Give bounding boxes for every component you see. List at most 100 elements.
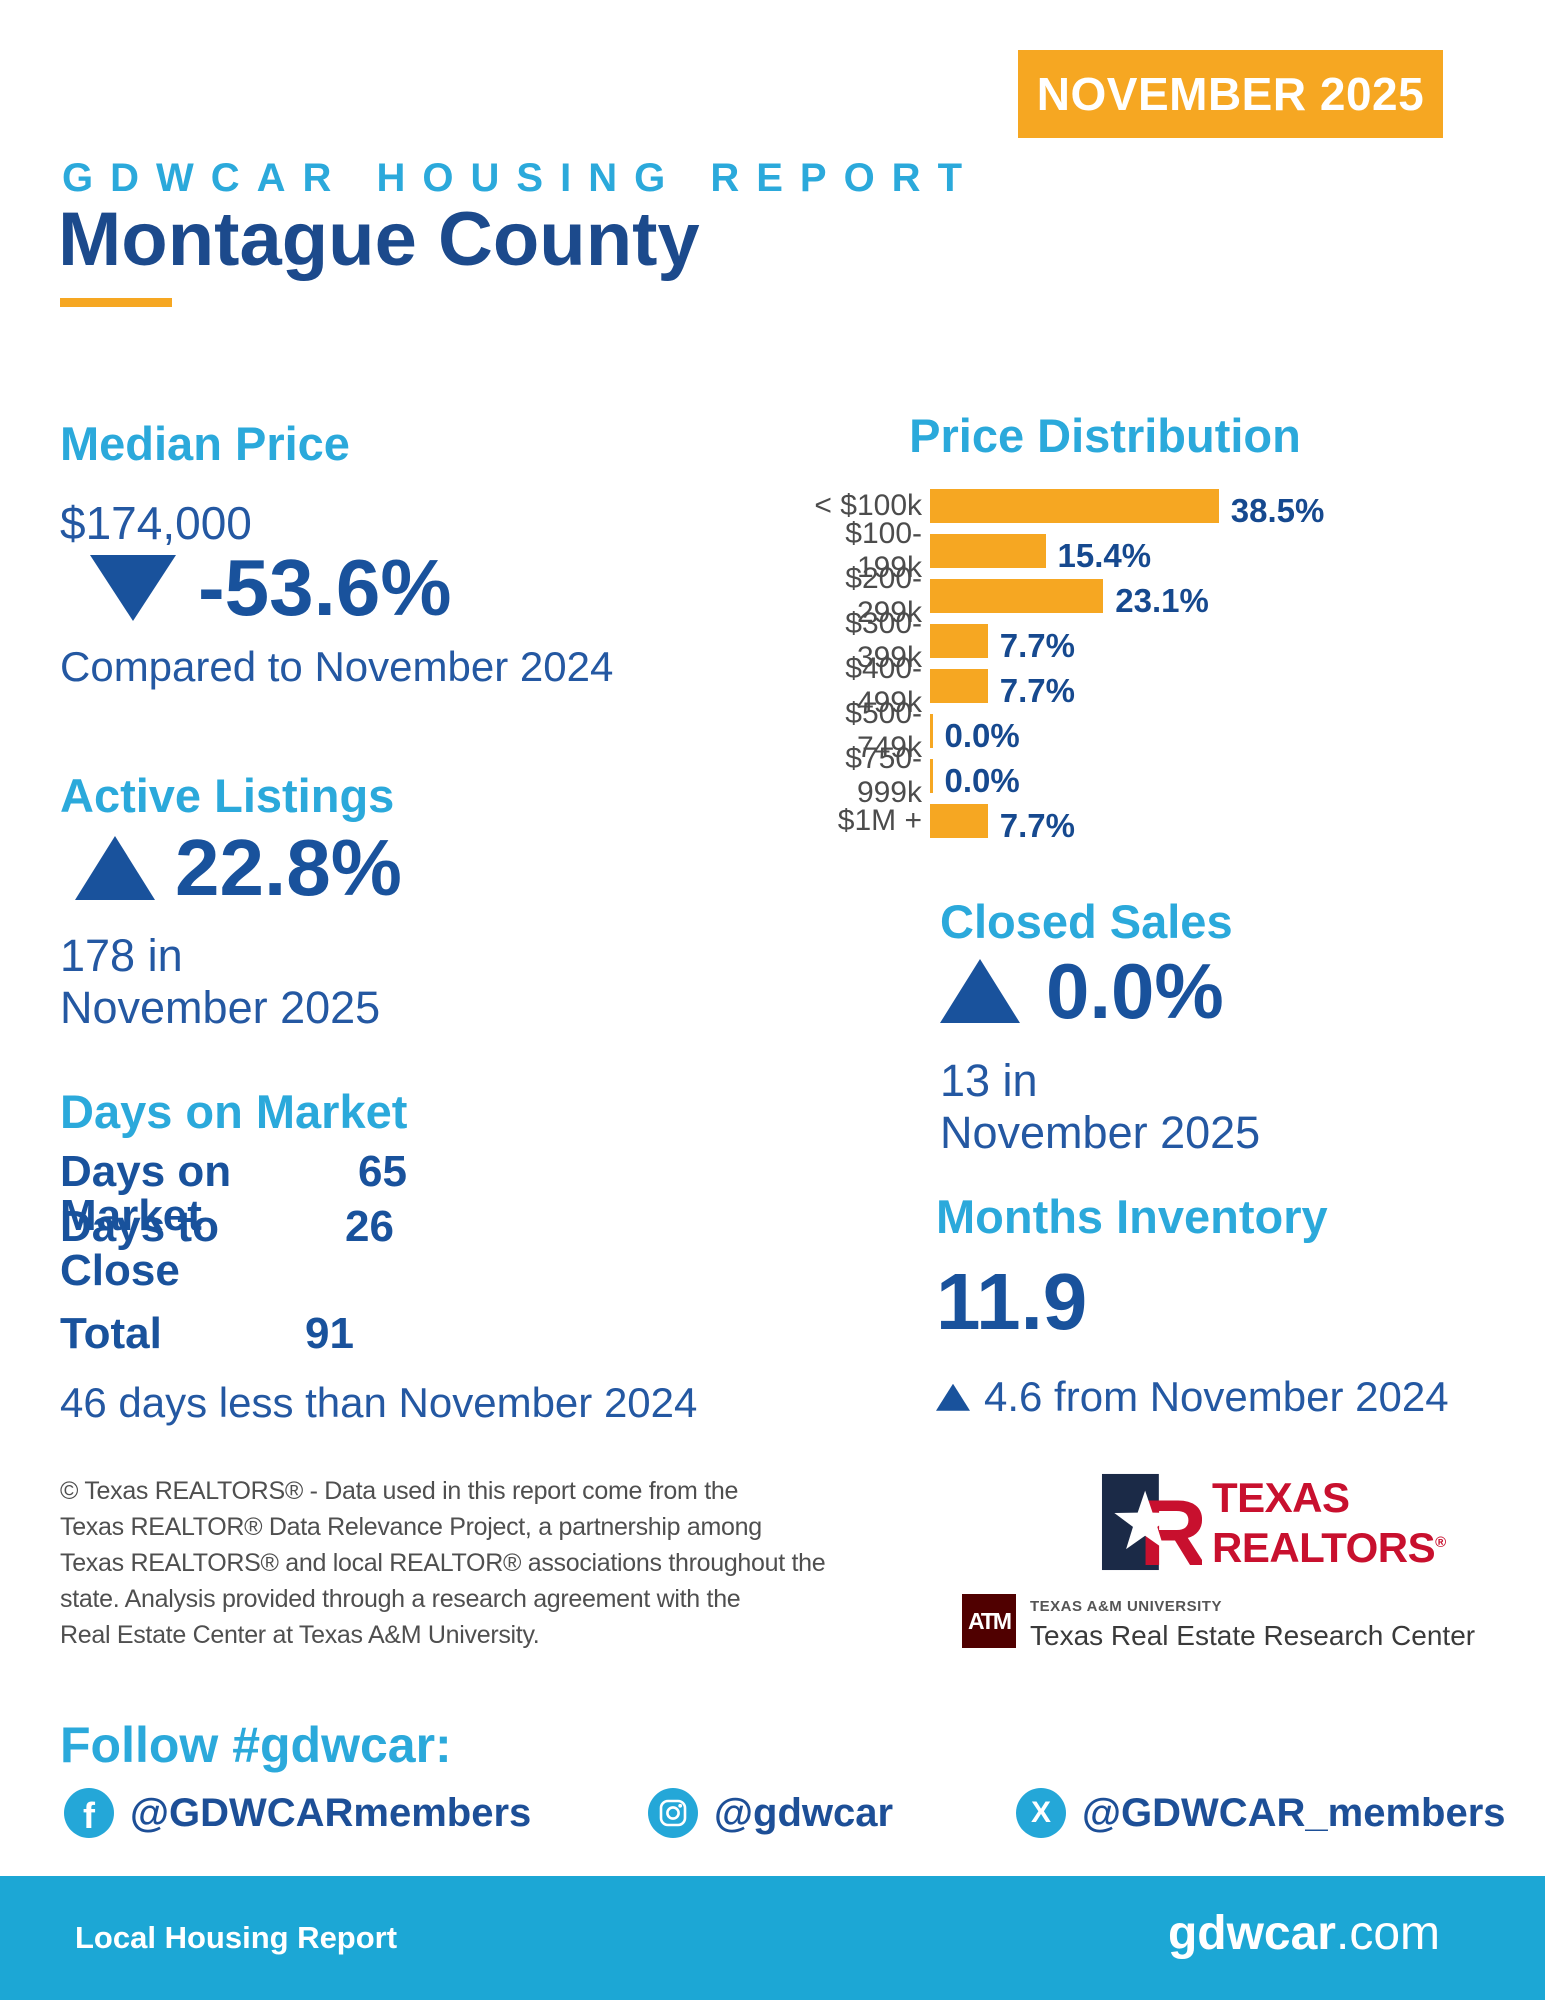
facebook-handle[interactable]: @GDWCARmembers — [130, 1790, 532, 1835]
chart-bar — [930, 623, 988, 658]
days-on-market-heading: Days on Market — [60, 1085, 408, 1138]
chart-category-label: $1M + — [837, 803, 922, 837]
tamu-research-center-logo: ATM TEXAS A&M UNIVERSITY Texas Real Esta… — [962, 1594, 1475, 1652]
chart-bar — [930, 488, 1219, 523]
chart-title: Price Distribution — [909, 409, 1301, 462]
chart-bar — [930, 758, 933, 793]
x-icon[interactable]: X — [1016, 1788, 1066, 1838]
chart-row: $200-299k 23.1% — [790, 562, 1480, 629]
texas-realtors-word1: TEXAS — [1212, 1473, 1350, 1521]
chart-category-label: $200-299k — [845, 561, 922, 629]
months-inventory-compare-row: 4.6 from November 2024 — [936, 1372, 1449, 1422]
closed-sales-change: 0.0% — [1046, 947, 1224, 1035]
texas-realtors-wordmark: TEXAS REALTORS® — [1212, 1475, 1446, 1570]
chart-row: $1M + 7.7% — [790, 798, 1480, 844]
dom-row-value: 26 — [345, 1202, 394, 1251]
chart-bar — [930, 803, 988, 838]
facebook-icon[interactable]: f — [64, 1788, 114, 1838]
footer-site-tld[interactable]: .com — [1335, 1907, 1440, 1960]
chart-category-label: $400-499k — [845, 651, 922, 719]
chart-category-label: $500-749k — [845, 696, 922, 764]
chart-row: < $100k 38.5% — [790, 483, 1480, 529]
chart-bar — [930, 713, 933, 748]
chart-bar — [930, 668, 988, 703]
up-triangle-icon — [940, 959, 1020, 1023]
chart-value-label: 23.1% — [1115, 581, 1209, 619]
x-handle[interactable]: @GDWCAR_members — [1082, 1790, 1506, 1835]
chart-category-label: $100-199k — [845, 516, 922, 584]
chart-bar — [930, 533, 1046, 568]
chart-bar — [930, 578, 1104, 613]
price-distribution-rows: < $100k 38.5% $100-199k 15.4% $200-299k 23.1%… — [790, 483, 1480, 844]
report-kicker: GDWCAR HOUSING REPORT — [62, 156, 979, 200]
active-listings-count-line1: 178 in — [60, 930, 183, 981]
texas-realtors-mark-icon: R — [1101, 1473, 1202, 1572]
footer-website-link[interactable]: gdwcar.com — [1168, 1910, 1440, 1958]
months-inventory-value: 11.9 — [936, 1257, 1088, 1346]
closed-sales-count-line1: 13 in — [940, 1055, 1038, 1106]
chart-value-label: 7.7% — [999, 671, 1075, 709]
disclaimer-line: Texas REALTORS® and local REALTOR® assoc… — [60, 1549, 826, 1577]
social-x[interactable]: X @GDWCAR_members — [1016, 1788, 1506, 1838]
median-price-compare: Compared to November 2024 — [60, 643, 614, 690]
closed-sales-change-row: 0.0% — [940, 952, 1224, 1030]
median-price-heading: Median Price — [60, 417, 350, 470]
chart-row: $400-499k 7.7% — [790, 652, 1480, 719]
instagram-icon[interactable] — [648, 1788, 698, 1838]
chart-category-label: < $100k — [814, 488, 922, 522]
up-triangle-icon — [936, 1383, 970, 1411]
follow-heading: Follow #gdwcar: — [60, 1717, 452, 1773]
tamu-university-label: TEXAS A&M UNIVERSITY — [1030, 1598, 1222, 1615]
month-badge: NOVEMBER 2025 — [1018, 50, 1443, 138]
disclaimer-line: © Texas REALTORS® - Data used in this re… — [60, 1477, 739, 1505]
dom-row-value: 65 — [358, 1147, 407, 1196]
chart-value-label: 7.7% — [999, 626, 1075, 664]
active-listings-change: 22.8% — [175, 823, 402, 912]
disclaimer-line: Texas REALTOR® Data Relevance Project, a… — [60, 1513, 762, 1541]
chart-row: $300-399k 7.7% — [790, 607, 1480, 674]
median-price-value: $174,000 — [60, 497, 252, 549]
closed-sales-count: 13 in November 2025 — [940, 1055, 1260, 1159]
closed-sales-count-line2: November 2025 — [940, 1107, 1261, 1158]
chart-value-label: 7.7% — [999, 806, 1075, 844]
active-listings-change-row: 22.8% — [75, 828, 402, 908]
chart-category-label: $750-999k — [845, 741, 922, 809]
months-inventory-compare: 4.6 from November 2024 — [984, 1373, 1449, 1420]
days-on-market-row: Days on Market 65 — [60, 1150, 407, 1238]
chart-category-label: $300-399k — [845, 606, 922, 674]
median-price-change: -53.6% — [198, 543, 452, 632]
chart-value-label: 0.0% — [944, 716, 1020, 754]
social-instagram[interactable]: @gdwcar — [648, 1788, 893, 1838]
months-inventory-heading: Months Inventory — [936, 1190, 1328, 1243]
texas-realtors-logo: R TEXAS REALTORS® — [1100, 1472, 1446, 1572]
dom-total-value: 91 — [305, 1309, 354, 1358]
chart-row: $750-999k 0.0% — [790, 742, 1480, 809]
texas-realtors-word2: REALTORS® — [1212, 1523, 1446, 1571]
price-distribution-chart: Price Distribution < $100k 38.5% $100-199k… — [790, 409, 1480, 844]
footer-bar — [0, 1876, 1545, 2000]
dom-row-label: Days on Market — [60, 1147, 232, 1240]
footer-site-name[interactable]: gdwcar — [1167, 1907, 1336, 1960]
tamu-text-block: TEXAS A&M UNIVERSITY Texas Real Estate R… — [1030, 1594, 1475, 1652]
dom-compare: 46 days less than November 2024 — [60, 1379, 698, 1426]
social-facebook[interactable]: f @GDWCARmembers — [64, 1788, 531, 1838]
chart-row: $500-749k 0.0% — [790, 697, 1480, 764]
instagram-handle[interactable]: @gdwcar — [714, 1790, 894, 1835]
chart-value-label: 38.5% — [1230, 491, 1325, 529]
active-listings-count-line2: November 2025 — [60, 982, 381, 1033]
closed-sales-heading: Closed Sales — [940, 895, 1233, 948]
tamu-center-label: Texas Real Estate Research Center — [1030, 1620, 1476, 1651]
disclaimer-line: state. Analysis provided through a resea… — [60, 1585, 741, 1613]
active-listings-heading: Active Listings — [60, 769, 395, 822]
dom-total-label: Total — [60, 1309, 162, 1358]
median-price-change-row: -53.6% — [90, 548, 451, 628]
page-title: Montague County — [58, 197, 700, 282]
footer-report-label: Local Housing Report — [75, 1920, 398, 1955]
chart-row: $100-199k 15.4% — [790, 517, 1480, 584]
month-badge-label: NOVEMBER 2025 — [1036, 68, 1425, 120]
chart-value-label: 0.0% — [944, 761, 1020, 799]
title-underline — [60, 298, 172, 307]
down-triangle-icon — [90, 555, 176, 621]
tamu-monogram-icon: ATM — [962, 1594, 1016, 1648]
